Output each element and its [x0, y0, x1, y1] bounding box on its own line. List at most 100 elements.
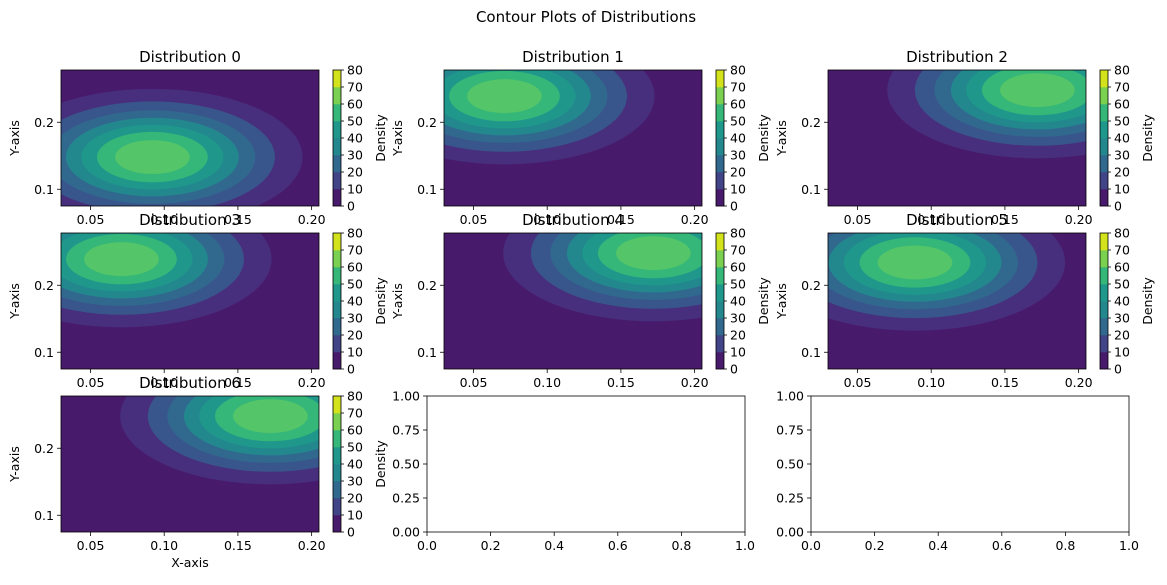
y-tick-label: 0.2 [417, 278, 437, 293]
x-tick-label: 0.15 [607, 212, 635, 227]
x-tick-label: 0.8 [1055, 538, 1075, 553]
colorbar-tick-label: 70 [347, 80, 363, 95]
x-tick-label: 0.15 [991, 375, 1019, 390]
y-tick-label: 1.00 [392, 389, 420, 404]
colorbar-label: Density [756, 277, 771, 325]
contour-level-56 [84, 242, 159, 277]
colorbar-segment [333, 172, 341, 190]
colorbar-segment [333, 138, 341, 156]
y-tick-label: 0.2 [417, 115, 437, 130]
x-tick-label: 0.15 [991, 212, 1019, 227]
contour-level-56 [115, 140, 190, 175]
colorbar-tick-label: 60 [1114, 260, 1130, 275]
x-tick-label: 0.2 [865, 538, 885, 553]
x-axis-label: X-axis [171, 555, 209, 570]
subplot-4: 0.05 0.10 0.15 0.20 0.1 0.2 Distribution 4 Y-ax… [390, 211, 771, 390]
y-axis-label: Y-axis [390, 283, 405, 320]
colorbar-segment [1100, 104, 1108, 122]
colorbar-tick-label: 70 [1114, 243, 1130, 258]
subplot-title: Distribution 5 [906, 211, 1008, 229]
axes-frame [60, 395, 320, 533]
colorbar-segment [716, 70, 724, 88]
x-tick-label: 0.8 [671, 538, 691, 553]
colorbar-segment [716, 138, 724, 156]
colorbar-segment [333, 250, 341, 268]
colorbar-segment [333, 515, 341, 533]
y-tick-label: 0.2 [34, 115, 54, 130]
y-tick-label: 1.00 [776, 389, 804, 404]
y-tick-label: 0.1 [801, 345, 821, 360]
colorbar-tick-label: 10 [1114, 182, 1130, 197]
x-tick-label: 0.15 [224, 375, 252, 390]
colorbar-tick-label: 10 [347, 182, 363, 197]
colorbar-tick-label: 20 [730, 165, 746, 180]
colorbar-tick-label: 40 [1114, 131, 1130, 146]
colorbar-label: Density [373, 277, 388, 325]
x-tick-label: 0.05 [77, 212, 105, 227]
colorbar-label: Density [1140, 114, 1155, 162]
x-tick-label: 0.10 [150, 212, 178, 227]
colorbar-tick-label: 30 [730, 148, 746, 163]
y-tick-label: 0.1 [34, 182, 54, 197]
x-tick-label: 0.20 [681, 212, 709, 227]
colorbar-tick-label: 10 [730, 182, 746, 197]
colorbar-segment [333, 267, 341, 285]
colorbar-segment [1100, 267, 1108, 285]
axes-frame [827, 232, 1087, 370]
colorbar-tick-label: 10 [1114, 345, 1130, 360]
y-tick-label: 0.1 [417, 182, 437, 197]
colorbar-tick-label: 20 [347, 328, 363, 343]
colorbar-segment [333, 121, 341, 139]
colorbar-segment [1100, 250, 1108, 268]
y-axis-label: Y-axis [7, 283, 22, 320]
x-tick-label: 0.15 [607, 375, 635, 390]
subplot-8: 0.0 0.2 0.4 0.6 0.8 1.0 0.00 0.25 0.50 0.75 1.00 [776, 389, 1139, 554]
y-tick-label: 0.2 [801, 278, 821, 293]
colorbar-label: Density [756, 114, 771, 162]
subplot-title: Distribution 0 [139, 48, 241, 66]
y-tick-label: 0.00 [776, 525, 804, 540]
figure-suptitle: Contour Plots of Distributions [476, 8, 696, 26]
x-tick-label: 0.20 [681, 375, 709, 390]
colorbar-segment [333, 430, 341, 448]
colorbar-segment [1100, 318, 1108, 336]
colorbar-segment [333, 352, 341, 370]
colorbar-tick-label: 20 [1114, 328, 1130, 343]
colorbar-segment [716, 172, 724, 190]
axes-frame [827, 69, 1087, 207]
colorbar-tick-label: 50 [347, 114, 363, 129]
colorbar-segment [1100, 121, 1108, 139]
x-tick-label: 0.4 [928, 538, 948, 553]
x-tick-label: 0.0 [417, 538, 437, 553]
colorbar-tick-label: 0 [347, 199, 355, 214]
colorbar-tick-label: 10 [347, 508, 363, 523]
colorbar-tick-label: 20 [347, 491, 363, 506]
y-tick-label: 0.2 [34, 441, 54, 456]
axes-frame [60, 69, 320, 207]
x-tick-label: 0.10 [533, 375, 561, 390]
colorbar-tick-label: 70 [1114, 80, 1130, 95]
subplot-5: 0.05 0.10 0.15 0.20 0.1 0.2 Distribution 5 Y-ax… [774, 211, 1155, 390]
colorbar: 0 10 20 30 40 50 60 70 80 Density [715, 226, 771, 377]
colorbar-tick-label: 10 [347, 345, 363, 360]
colorbar-tick-label: 70 [730, 243, 746, 258]
y-tick-label: 0.2 [34, 278, 54, 293]
y-tick-label: 0.2 [801, 115, 821, 130]
colorbar: 0 10 20 30 40 50 60 70 80 Density [1099, 63, 1155, 214]
colorbar-segment [716, 189, 724, 207]
colorbar-segment [1100, 172, 1108, 190]
colorbar-segment [1100, 284, 1108, 302]
subplot-title: Distribution 4 [522, 211, 624, 229]
colorbar-tick-label: 20 [730, 328, 746, 343]
colorbar-segment [716, 250, 724, 268]
subplot-title: Distribution 3 [139, 211, 241, 229]
x-tick-label: 0.05 [77, 375, 105, 390]
y-tick-label: 0.00 [392, 525, 420, 540]
colorbar-segment [1100, 155, 1108, 173]
x-tick-label: 0.05 [460, 375, 488, 390]
colorbar-segment [333, 301, 341, 319]
y-axis-label: Y-axis [7, 120, 22, 157]
contour-area [444, 70, 702, 206]
colorbar-tick-label: 0 [347, 525, 355, 540]
colorbar-segment [716, 301, 724, 319]
